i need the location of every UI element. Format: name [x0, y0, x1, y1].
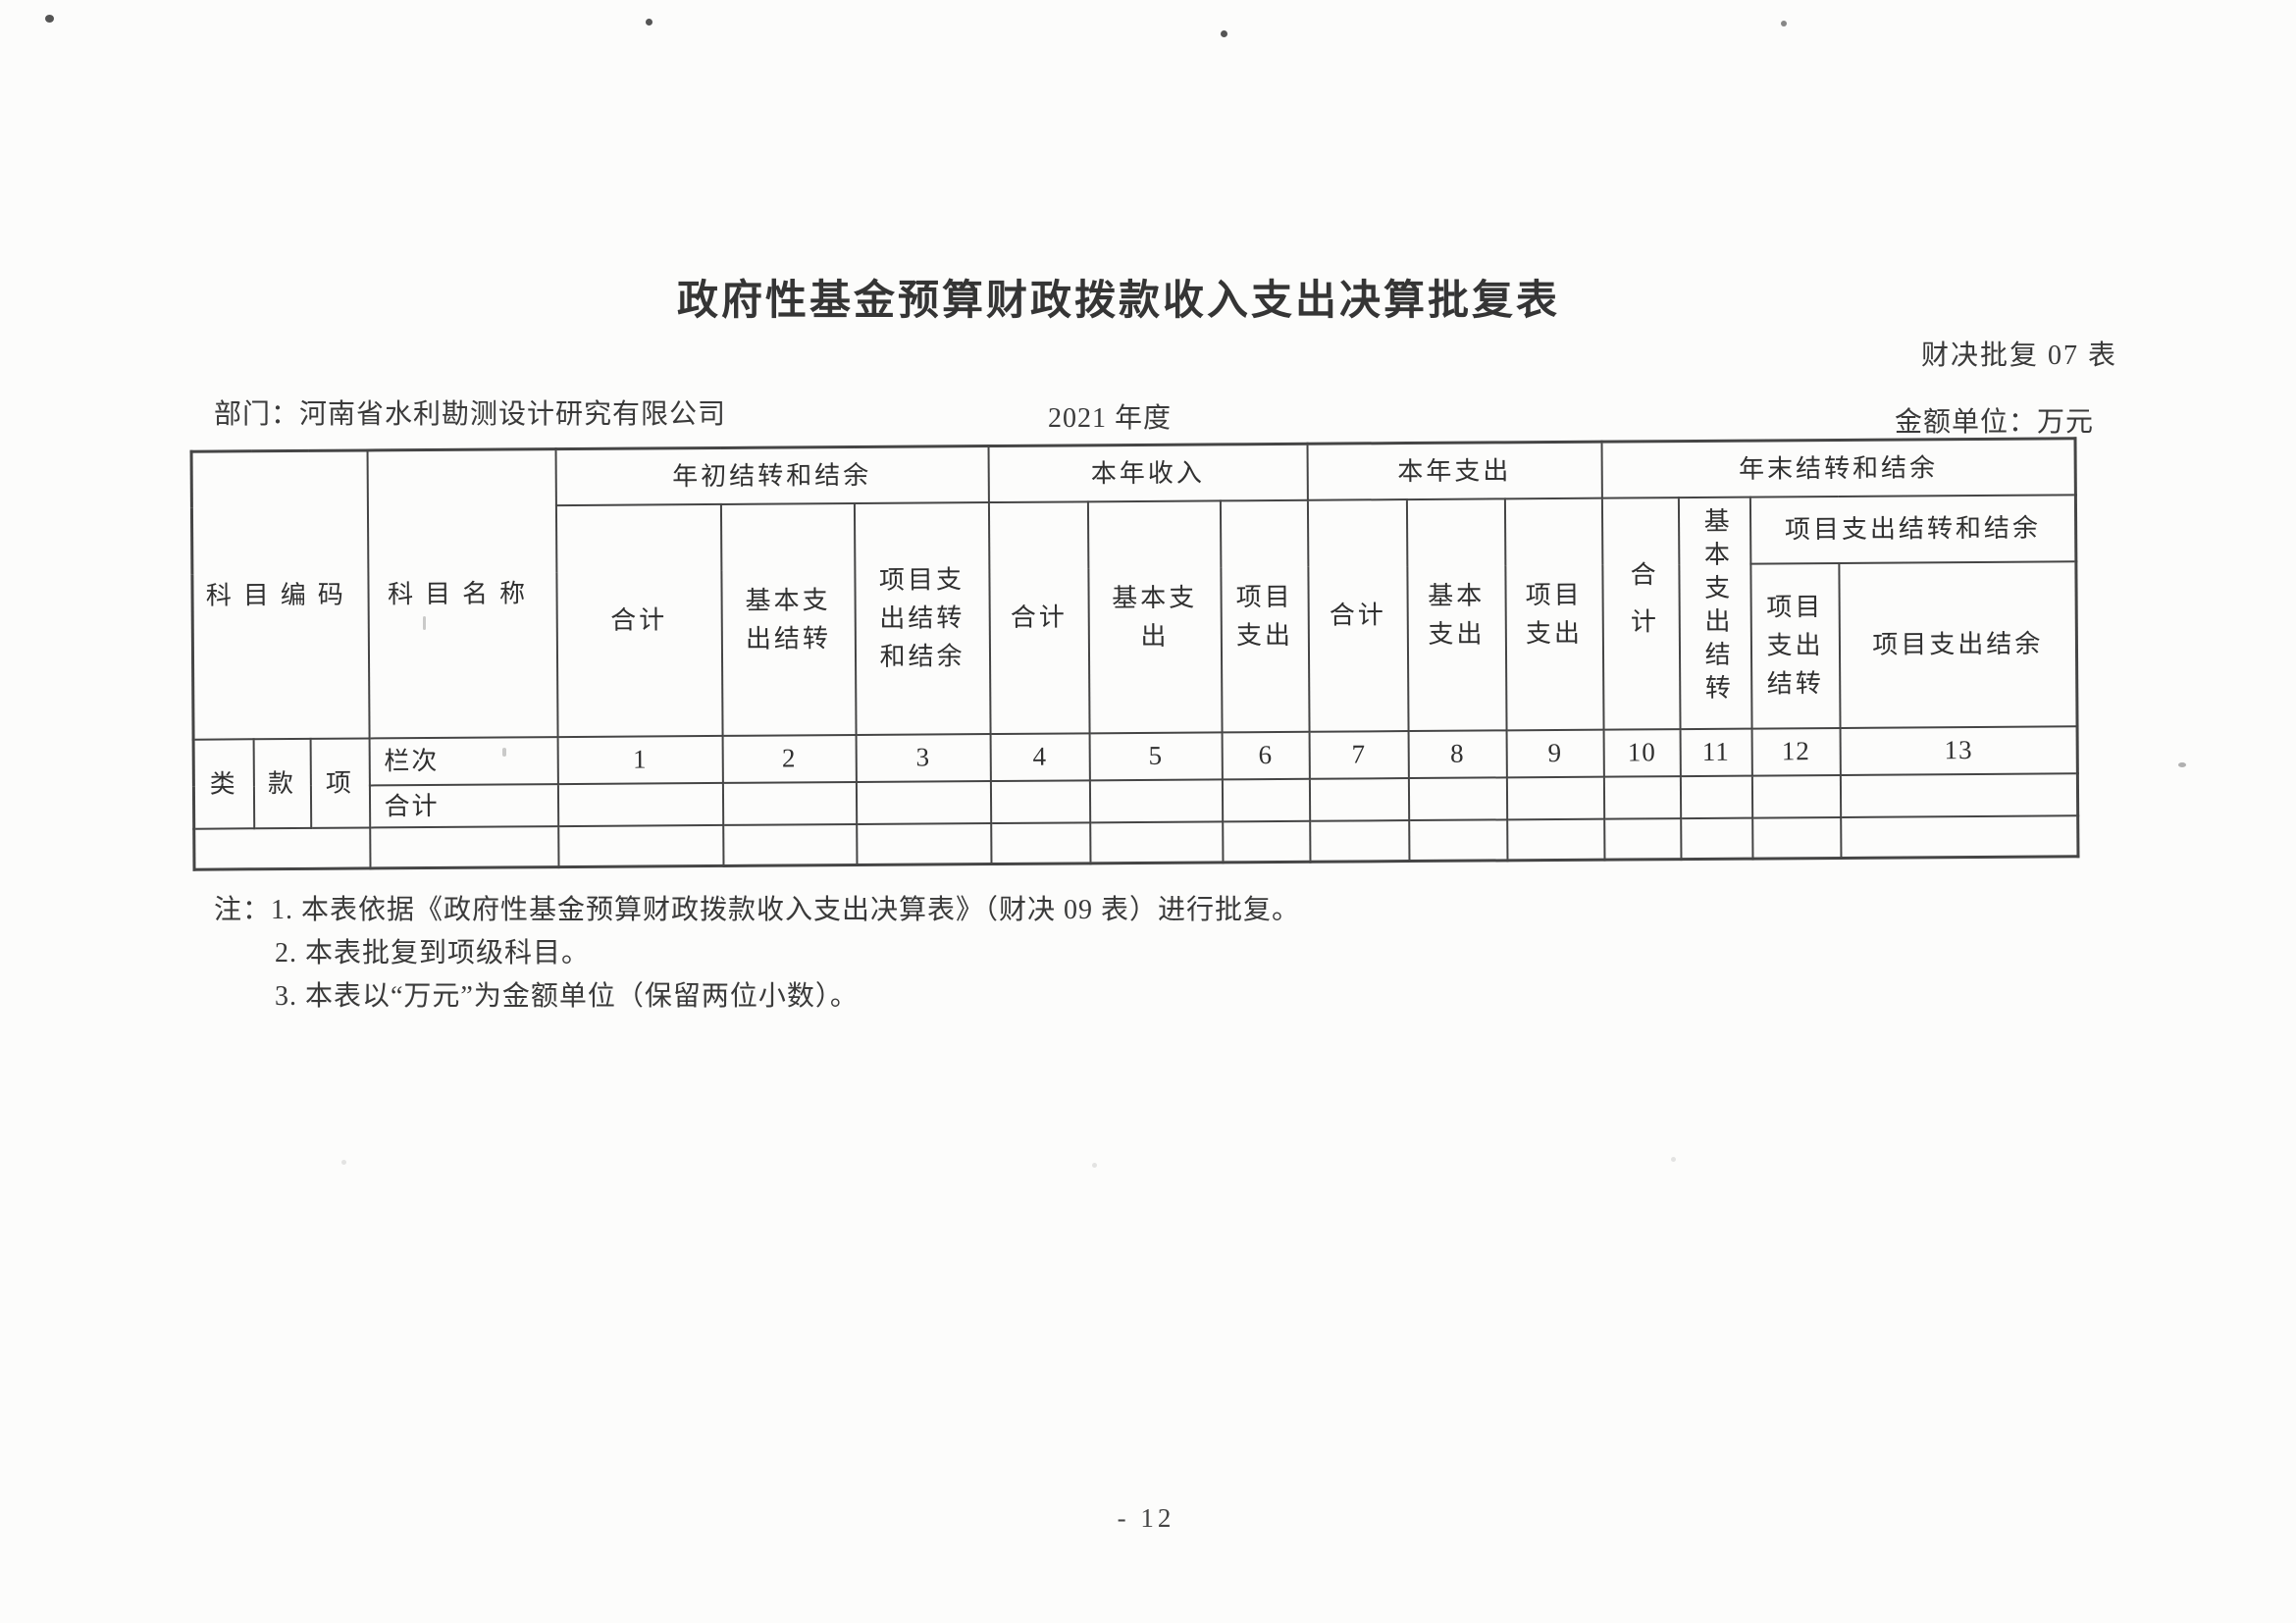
column-index-9: 9 [1506, 729, 1604, 777]
header-expense-project: 项目支出 [1504, 497, 1604, 730]
empty-cell-7 [1309, 819, 1410, 863]
code-col-item: 项 [310, 737, 370, 828]
header-begin-total: 合计 [555, 503, 723, 737]
header-subject-code: 科目编码 [191, 449, 370, 740]
scan-speck [1221, 30, 1227, 37]
total-cell-12 [1751, 774, 1841, 818]
empty-cell-12 [1751, 816, 1842, 860]
empty-cell-13 [1840, 814, 2079, 859]
header-begin-basic-carryover: 基本支出结转 [720, 502, 857, 736]
header-group-begin-balance: 年初结转和结余 [555, 445, 989, 505]
header-end-project-carry: 项目支出结转 [1749, 562, 1841, 729]
header-subject-name: 科目名称 [367, 448, 558, 738]
empty-cell-8 [1408, 818, 1508, 862]
amount-unit-label: 金额单位：万元 [1894, 407, 2094, 438]
footnote-2: 2. 本表批复到项级科目。 [275, 938, 591, 969]
empty-cell-4 [990, 821, 1091, 864]
scan-speck [2178, 762, 2186, 767]
column-index-6: 6 [1222, 731, 1310, 779]
header-group-year-expense: 本年支出 [1307, 442, 1602, 500]
empty-cell-5 [1089, 820, 1224, 864]
fiscal-year-label: 2021 年度 [1048, 403, 1173, 434]
column-index-5: 5 [1089, 731, 1223, 780]
header-expense-basic: 基本支出 [1406, 497, 1507, 731]
total-cell-8 [1408, 776, 1507, 820]
header-income-total: 合计 [988, 500, 1090, 734]
total-cell-10 [1603, 775, 1681, 819]
department-label: 部门：河南省水利勘测设计研究有限公司 [214, 399, 727, 430]
header-expense-total: 合计 [1307, 498, 1409, 732]
empty-cell-10 [1603, 817, 1682, 861]
total-cell-2 [722, 781, 857, 825]
column-index-8: 8 [1408, 729, 1507, 778]
total-cell-9 [1506, 776, 1604, 819]
scan-speck [1092, 1163, 1097, 1168]
column-index-2: 2 [722, 734, 857, 783]
column-index-1: 1 [557, 735, 723, 784]
scan-speck [423, 616, 426, 630]
header-income-basic: 基本支出 [1087, 499, 1223, 733]
footnote-3: 3. 本表以“万元”为金额单位（保留两位小数）。 [275, 981, 859, 1012]
header-end-project-balance: 项目支出结余 [1838, 560, 2078, 728]
form-code-label: 财决批复 07 表 [1920, 340, 2117, 371]
column-index-4: 4 [990, 732, 1090, 781]
footnote-1: 注：1. 本表依据《政府性基金预算财政拨款收入支出决算表》（财决 09 表）进行… [214, 895, 1301, 925]
empty-code-cell [193, 826, 371, 870]
column-index-11: 11 [1680, 728, 1752, 776]
empty-name-cell [369, 825, 559, 868]
budget-table-wrapper: 科目编码 科目名称 年初结转和结余 本年收入 本年支出 年末结转和结余 合计 基… [189, 437, 2080, 871]
empty-cell-2 [722, 823, 858, 866]
empty-cell-3 [856, 822, 992, 865]
total-cell-6 [1222, 778, 1310, 821]
column-index-10: 10 [1603, 728, 1681, 777]
scan-speck [1781, 21, 1787, 26]
scan-speck [341, 1160, 346, 1165]
header-group-end-balance: 年末结转和结余 [1601, 438, 2076, 498]
column-index-label: 栏次 [369, 736, 558, 785]
total-cell-7 [1309, 777, 1409, 821]
header-group-year-income: 本年收入 [988, 444, 1308, 502]
total-cell-4 [990, 779, 1090, 823]
header-begin-project-carryover: 项目支出结转和结余 [854, 501, 991, 735]
header-end-total-text: 合计 [1626, 560, 1656, 655]
header-end-basic-carryover: 基本支出结转 [1678, 497, 1752, 729]
scan-speck [502, 748, 506, 757]
empty-cell-6 [1222, 820, 1311, 863]
scan-speck [45, 15, 54, 23]
header-group-end-project: 项目支出结转和结余 [1749, 494, 2076, 564]
column-index-13: 13 [1840, 725, 2078, 775]
header-end-basic-carryover-text: 基本支出结转 [1700, 506, 1731, 707]
footnotes: 注：1. 本表依据《政府性基金预算财政拨款收入支出决算表》（财决 09 表）进行… [214, 889, 1300, 1019]
header-income-project: 项目支出 [1220, 499, 1310, 732]
total-cell-13 [1840, 772, 2078, 817]
code-col-class: 类 [193, 738, 254, 829]
scan-speck [646, 19, 652, 26]
column-index-7: 7 [1309, 730, 1409, 779]
total-cell-11 [1680, 775, 1752, 818]
total-cell-3 [856, 780, 991, 824]
empty-cell-9 [1506, 818, 1605, 861]
column-index-12: 12 [1751, 727, 1841, 776]
scan-speck [1671, 1157, 1676, 1162]
column-index-3: 3 [856, 733, 991, 782]
page-number: - 12 [1117, 1503, 1175, 1533]
page-title: 政府性基金预算财政拨款收入支出决算批复表 [676, 277, 1560, 323]
header-end-total: 合计 [1601, 497, 1681, 730]
code-col-section: 款 [253, 738, 311, 828]
budget-table: 科目编码 科目名称 年初结转和结余 本年收入 本年支出 年末结转和结余 合计 基… [189, 437, 2080, 871]
empty-cell-11 [1680, 817, 1753, 860]
total-cell-1 [557, 782, 723, 826]
total-cell-5 [1089, 778, 1223, 822]
empty-cell-1 [557, 824, 724, 867]
total-row-label: 合计 [369, 783, 558, 827]
